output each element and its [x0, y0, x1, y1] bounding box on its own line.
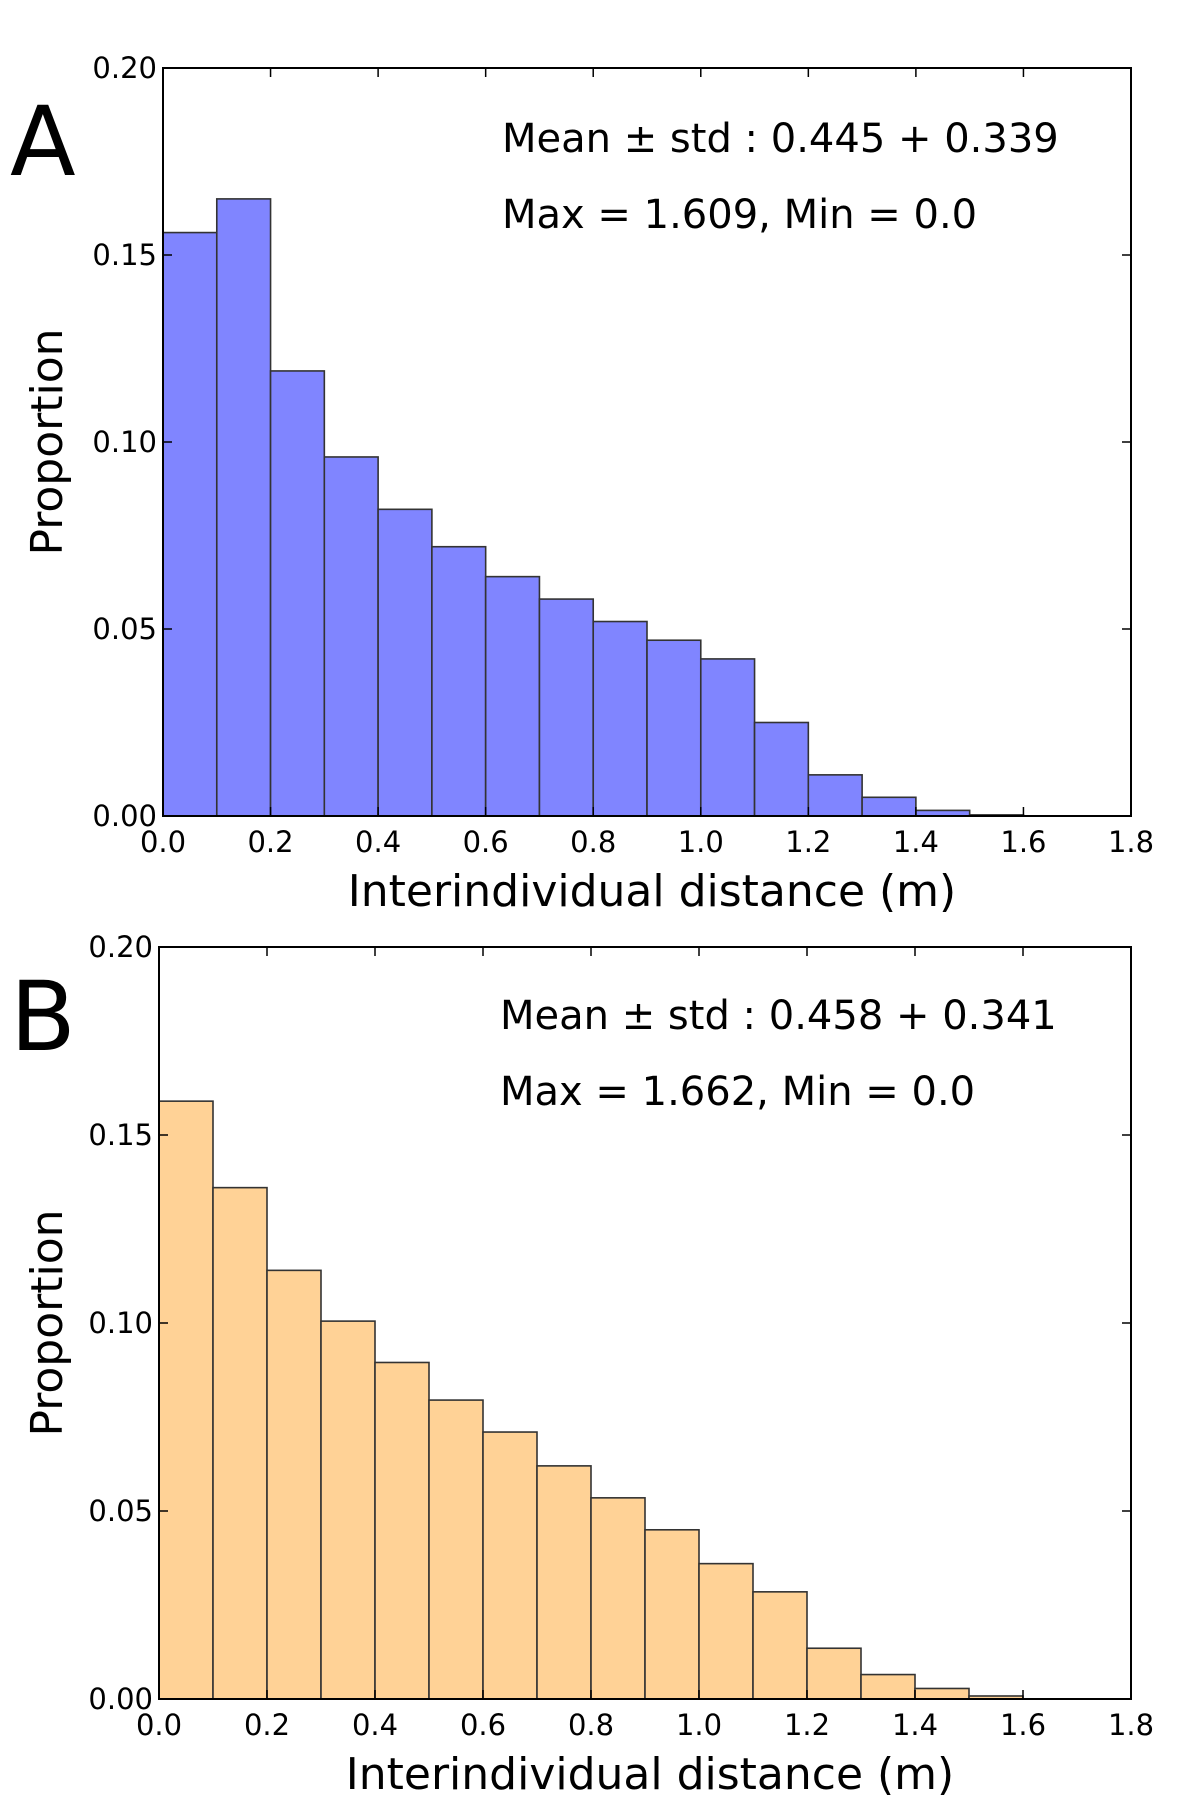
histogram-bar: [646, 639, 702, 817]
histogram-bar: [377, 508, 433, 817]
y-tick-label: 0.05: [92, 612, 157, 646]
y-axis-label-b: Proportion: [22, 1209, 73, 1436]
ticks-b: 0.0 0.2 0.4 0.6 0.8 1.0 1.2 1.4 1.6 1.8 0.00 0.05 0.…: [88, 930, 1154, 1742]
histogram-bar: [590, 1497, 646, 1700]
x-tick-label: 1.2: [785, 825, 831, 859]
x-tick-label: 1.2: [784, 1708, 830, 1742]
x-tick-label: 0.2: [244, 1708, 290, 1742]
x-tick-label: 0.4: [355, 825, 401, 859]
histogram-bar: [215, 198, 272, 817]
y-tick-label: 0.15: [88, 1118, 153, 1152]
histogram-chart-b: B 0.0 0.2 0.4 0.6 0.8 1.0 1.2 1.4 1.6 1.8 0.00 0.05…: [10, 930, 1154, 1800]
histogram-bar: [861, 796, 917, 817]
annotation-mean-std-a: Mean ± std : 0.445 + 0.339: [502, 116, 1059, 162]
x-tick-label: 1.4: [892, 1708, 938, 1742]
histogram-bar: [752, 1591, 808, 1700]
annotation-max-min-b: Max = 1.662, Min = 0.0: [500, 1069, 975, 1115]
x-tick-label: 0.8: [568, 1708, 614, 1742]
histogram-bar: [806, 1647, 862, 1700]
x-tick-label: 0.8: [570, 825, 616, 859]
histogram-bar: [323, 456, 379, 817]
histogram-bar: [699, 658, 756, 817]
x-tick-label: 1.6: [1000, 1708, 1046, 1742]
x-tick-label: 0.0: [136, 1708, 182, 1742]
histogram-bar: [428, 1399, 484, 1700]
histogram-bar: [753, 721, 810, 817]
x-tick-label: 0.4: [352, 1708, 398, 1742]
x-axis-label-b: Interindividual distance (m): [346, 1749, 954, 1800]
histogram-bar: [807, 774, 863, 817]
histogram-bar: [212, 1186, 268, 1700]
x-tick-label: 0.6: [460, 1708, 506, 1742]
histogram-bar: [538, 598, 595, 817]
histogram-bar: [266, 1269, 322, 1700]
x-tick-label: 1.4: [893, 825, 939, 859]
bars-b: [158, 1100, 1024, 1700]
chart-panel-b: B 0.0 0.2 0.4 0.6 0.8 1.0 1.2 1.4 1.6 1.8 0.00 0.05…: [0, 880, 1190, 1819]
y-tick-label: 0.15: [92, 238, 157, 272]
x-tick-label: 1.8: [1108, 825, 1154, 859]
histogram-bar: [484, 575, 541, 817]
histogram-bar: [860, 1673, 916, 1700]
histogram-chart-a: A 0.0 0.2 0.4 0.6 0.8 1.0 1.2 1.4 1.6 1.8 0.00 0.05…: [10, 51, 1154, 917]
histogram-bar: [592, 620, 648, 817]
histogram-bar: [320, 1320, 376, 1700]
y-tick-label: 0.10: [92, 425, 157, 459]
histogram-bar: [374, 1361, 430, 1700]
ticks-a: 0.0 0.2 0.4 0.6 0.8 1.0 1.2 1.4 1.6 1.8 0.00 0.05 0.…: [92, 51, 1154, 859]
x-axis-label-a: Interindividual distance (m): [348, 866, 956, 917]
x-tick-label: 0.0: [140, 825, 186, 859]
x-tick-label: 1.0: [678, 825, 724, 859]
bars-a: [162, 198, 1025, 817]
histogram-bar: [482, 1431, 538, 1700]
histogram-bar: [698, 1562, 754, 1700]
histogram-bar: [644, 1528, 700, 1700]
y-tick-label: 0.20: [88, 930, 153, 964]
x-tick-label: 1.8: [1108, 1708, 1154, 1742]
y-tick-label: 0.00: [92, 799, 157, 833]
annotation-max-min-a: Max = 1.609, Min = 0.0: [502, 192, 977, 238]
y-tick-label: 0.20: [92, 51, 157, 85]
panel-label-a: A: [10, 86, 76, 198]
y-tick-label: 0.00: [88, 1682, 153, 1716]
x-tick-label: 1.0: [676, 1708, 722, 1742]
x-tick-label: 0.2: [247, 825, 293, 859]
y-axis-label-a: Proportion: [22, 328, 73, 555]
annotation-mean-std-b: Mean ± std : 0.458 + 0.341: [500, 993, 1057, 1039]
x-tick-label: 1.6: [1000, 825, 1046, 859]
histogram-bar: [158, 1100, 214, 1700]
chart-panel-a: A 0.0 0.2 0.4 0.6 0.8 1.0 1.2 1.4 1.6 1.8 0.00 0.05…: [10, 51, 1154, 917]
x-tick-label: 0.6: [463, 825, 509, 859]
histogram-bar: [431, 545, 487, 817]
y-tick-label: 0.05: [88, 1494, 153, 1528]
histogram-bar: [269, 370, 326, 817]
y-tick-label: 0.10: [88, 1306, 153, 1340]
histogram-bar: [162, 231, 218, 817]
histogram-bar: [536, 1465, 592, 1700]
histogram-bar: [914, 1687, 970, 1700]
panel-label-b: B: [10, 961, 76, 1073]
